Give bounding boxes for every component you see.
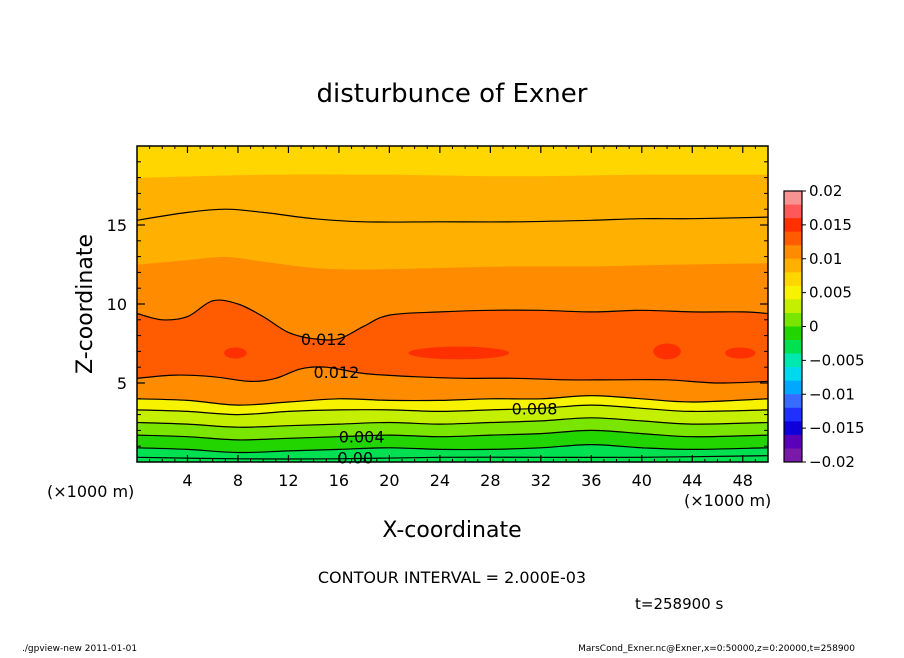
footer-right: MarsCond_Exner.nc@Exner,x=0:50000,z=0:20…	[578, 644, 855, 654]
x-tick-label-10: 44	[682, 471, 702, 490]
colorbar-tick-label-4: 0	[809, 318, 819, 336]
contour-line-6	[137, 366, 768, 384]
y-axis-ticks: 5 10 15	[107, 161, 768, 447]
colorbar-swatch-12	[784, 353, 802, 368]
contour-label-3: 0.004	[339, 428, 385, 447]
colorbar	[783, 190, 803, 463]
colorbar-tick-label-0: 0.02	[809, 182, 842, 200]
contour-label-0: 0.012	[301, 330, 347, 349]
contour-line-8	[137, 208, 768, 223]
contour-line-7	[137, 299, 768, 341]
x-tick-label-4: 20	[379, 471, 399, 490]
colorbar-swatch-11	[784, 340, 802, 354]
contour-fill-maxima	[224, 343, 756, 360]
contour-band-10	[137, 146, 768, 178]
colorbar-swatch-10	[784, 326, 802, 341]
y-tick-label-2: 15	[107, 216, 127, 235]
time-text: t=258900 s	[635, 595, 723, 613]
colorbar-swatch-19	[784, 448, 802, 463]
contour-maximum-1	[408, 346, 510, 360]
colorbar-swatch-16	[784, 407, 802, 422]
colorbar-swatch-3	[784, 231, 802, 246]
colorbar-swatch-6	[784, 272, 802, 287]
colorbar-swatch-1	[784, 204, 802, 219]
colorbar-swatch-15	[784, 394, 802, 409]
contour-maximum-0	[224, 347, 247, 359]
x-tick-label-2: 12	[278, 471, 298, 490]
x-unit-note-left: (×1000 m)	[47, 482, 134, 501]
y-axis-label: Z-coordinate	[73, 234, 98, 374]
colorbar-tick-label-5: −0.005	[809, 351, 865, 369]
x-tick-label-8: 36	[581, 471, 601, 490]
contour-label-4: 0.00	[338, 448, 374, 467]
x-tick-label-1: 8	[233, 471, 243, 490]
colorbar-tick-label-6: −0.01	[809, 385, 855, 403]
colorbar-tick-label-8: −0.02	[809, 453, 855, 471]
colorbar-swatch-18	[784, 434, 802, 449]
x-tick-label-11: 48	[733, 471, 753, 490]
contour-line-4	[137, 404, 768, 416]
contour-line-2	[137, 429, 768, 441]
contour-line-3	[137, 417, 768, 428]
colorbar-swatch-9	[784, 312, 802, 327]
x-tick-label-5: 24	[430, 471, 450, 490]
colorbar-swatch-4	[784, 245, 802, 260]
contour-label-2: 0.008	[512, 399, 558, 418]
colorbar-tick-label-7: −0.015	[809, 419, 865, 437]
colorbar-swatch-0	[784, 191, 802, 205]
x-tick-label-6: 28	[480, 471, 500, 490]
contour-line-1	[137, 443, 768, 454]
x-tick-label-7: 32	[531, 471, 551, 490]
contour-label-1: 0.012	[313, 363, 359, 382]
x-tick-label-3: 16	[329, 471, 349, 490]
footer-left: ./gpview-new 2011-01-01	[22, 644, 137, 654]
colorbar-swatch-17	[784, 421, 802, 436]
colorbar-tick-label-2: 0.01	[809, 250, 842, 268]
contour-band-6	[137, 299, 768, 384]
y-tick-label-1: 10	[107, 295, 127, 314]
y-tick-label-0: 5	[117, 374, 127, 393]
colorbar-swatch-14	[784, 380, 802, 395]
colorbar-tick-label-1: 0.015	[809, 216, 852, 234]
contour-maximum-3	[725, 347, 756, 359]
contour-maximum-2	[653, 343, 681, 360]
colorbar-swatch-7	[784, 285, 802, 300]
colorbar-swatch-13	[784, 367, 802, 381]
contour-interval-text: CONTOUR INTERVAL = 2.000E-03	[318, 568, 586, 587]
colorbar-ticks: 0.02 0.015 0.01 0.005 0 −0.005 −0.01 −0.015 −0.0…	[802, 182, 865, 471]
x-tick-label-0: 4	[182, 471, 192, 490]
contour-fill-bands	[137, 146, 768, 462]
x-axis-label: X-coordinate	[382, 518, 521, 543]
x-tick-label-9: 40	[632, 471, 652, 490]
colorbar-swatch-5	[784, 258, 802, 273]
chart-title: disturbunce of Exner	[317, 79, 588, 109]
colorbar-swatch-2	[784, 218, 802, 232]
colorbar-tick-label-3: 0.005	[809, 284, 852, 302]
x-unit-note-right: (×1000 m)	[684, 491, 771, 510]
contour-line-5	[137, 394, 768, 406]
x-axis-ticks: 4 8 12 16 20 24 28 32 36 40 44 48	[149, 146, 756, 490]
colorbar-swatch-8	[784, 299, 802, 314]
